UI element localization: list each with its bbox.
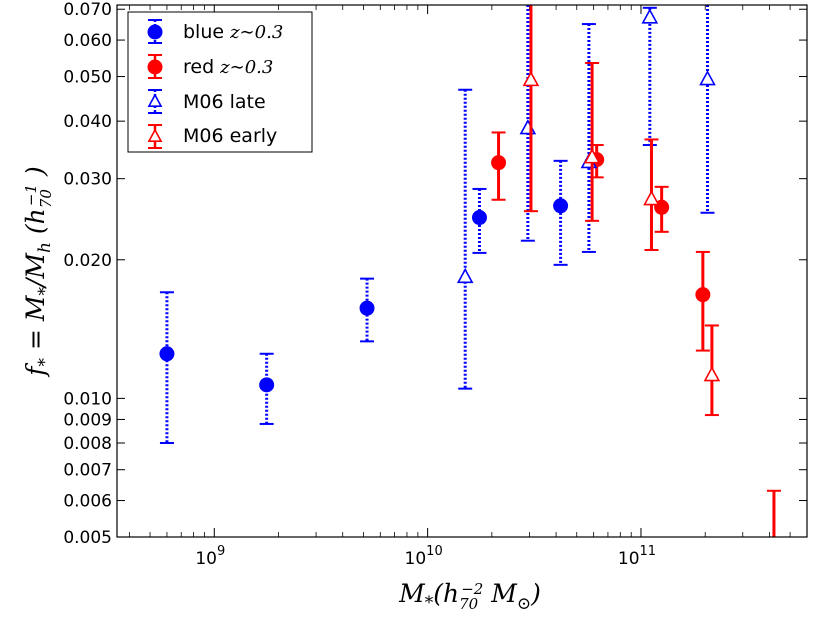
legend-marker: [147, 59, 163, 75]
y-tick-label: 0.008: [63, 434, 112, 454]
data-point: [456, 267, 474, 284]
data-point: [699, 70, 716, 86]
data-point: [643, 190, 660, 206]
x-tick-label: 1011: [618, 544, 656, 569]
legend-label-red: red z∼0.3: [183, 56, 273, 78]
marks-layer: [159, 5, 781, 537]
data-point: [522, 70, 540, 87]
series-blue-z-0-3: [159, 159, 569, 445]
plot-frame: [116, 4, 808, 538]
legend-label-blue: blue z∼0.3: [183, 21, 283, 43]
y-tick-label: 0.040: [63, 112, 112, 132]
x-tick-label: 1010: [405, 544, 443, 569]
y-tick-label: 0.050: [63, 68, 112, 88]
legend-marker: [147, 24, 163, 40]
y-tick-label: 0.070: [63, 0, 112, 20]
x-tick-label: 109: [195, 544, 225, 569]
data-point: [159, 346, 175, 362]
legend-marker: [147, 128, 163, 142]
y-tick-label: 0.007: [63, 461, 112, 481]
y-tick-label: 0.006: [63, 492, 112, 512]
y-tick-label: 0.030: [63, 170, 112, 190]
data-point: [359, 300, 375, 316]
y-tick-label: 0.009: [63, 410, 112, 430]
legend-label-m06-early: M06 early: [183, 125, 277, 147]
y-tick-label: 0.020: [63, 251, 112, 271]
data-point: [703, 366, 721, 382]
data-point: [491, 155, 507, 171]
data-point: [641, 8, 659, 24]
data-point: [519, 119, 537, 135]
y-tick-label: 0.060: [63, 31, 112, 51]
legend-marker: [147, 93, 163, 107]
data-point: [695, 287, 711, 303]
data-point: [553, 198, 569, 214]
data-point: [471, 210, 487, 226]
ticks-layer: 109 1010 1011 0.005 0.006 0.007 0.008 0.0090.01…: [63, 0, 808, 569]
y-tick-label: 0.010: [63, 389, 112, 409]
series-m06-early: [522, 5, 781, 537]
data-point: [259, 377, 275, 393]
data-point: [583, 148, 601, 164]
legend-label-m06-late: M06 late: [183, 91, 266, 113]
y-tick-label: 0.005: [63, 528, 112, 548]
legend: blue z∼0.3 red z∼0.3 M06 late M06 early: [127, 11, 313, 153]
y-axis-label: f* = M*/Mh (h70−1 ): [21, 166, 55, 377]
x-axis-label: M*(h70−2 M⊙): [398, 579, 541, 614]
